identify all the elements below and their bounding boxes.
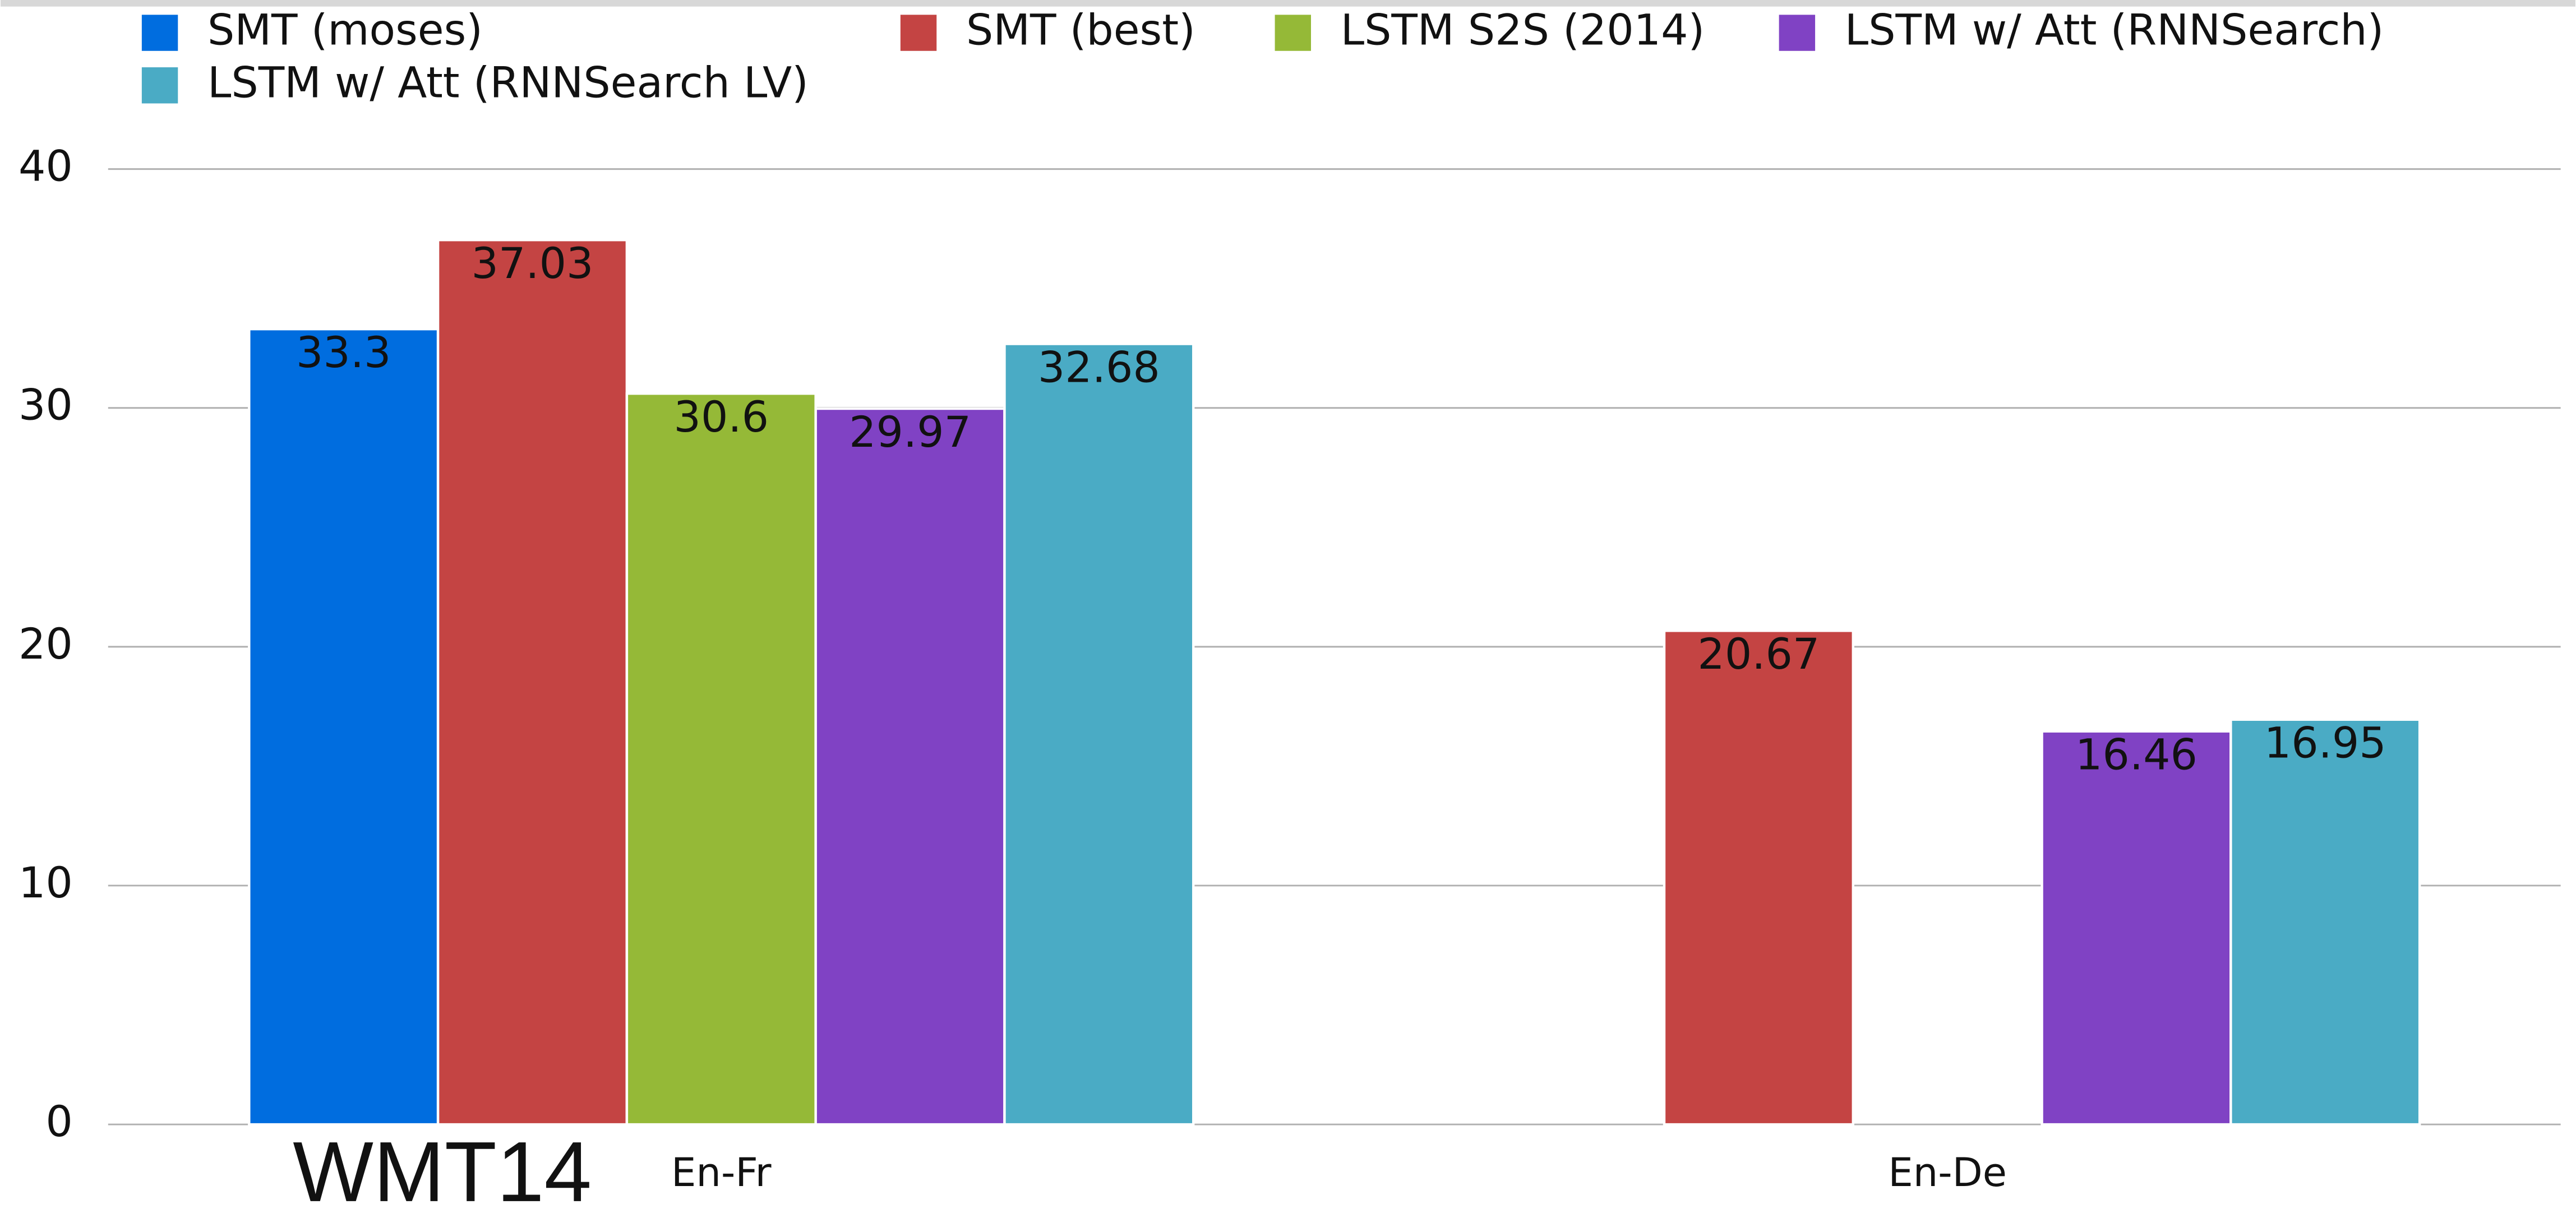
legend-label: LSTM S2S (2014) [1341, 5, 1705, 55]
bar [2229, 718, 2421, 1126]
legend-swatch [141, 15, 178, 51]
value-label: 37.03 [472, 238, 594, 288]
y-tick-label: 40 [19, 141, 73, 191]
value-label: 33.3 [296, 327, 391, 377]
value-label: 29.97 [849, 407, 971, 457]
legend-label: SMT (best) [966, 5, 1195, 55]
x-tick-label: En-De [1888, 1150, 2007, 1196]
value-label: 16.95 [2264, 718, 2386, 768]
legend-label: LSTM w/ Att (RNNSearch LV) [207, 57, 809, 107]
value-label: 16.46 [2075, 730, 2198, 780]
bar [248, 327, 440, 1126]
value-label: 20.67 [1697, 629, 1820, 679]
y-tick-label: 0 [45, 1096, 72, 1146]
bar [1003, 342, 1195, 1126]
y-tick-label: 30 [19, 380, 73, 430]
value-label: 30.6 [674, 392, 769, 442]
annotation: WMT14 [293, 1124, 592, 1218]
legend-swatch [1275, 15, 1311, 51]
bar [2041, 730, 2232, 1126]
x-tick-label: En-Fr [671, 1150, 772, 1196]
legend-swatch [1779, 15, 1816, 51]
bar [814, 407, 1006, 1126]
y-tick-label: 20 [19, 619, 73, 669]
top-edge [1, 0, 2575, 7]
legend-swatch [141, 67, 178, 104]
legend-label: SMT (moses) [207, 5, 483, 55]
legend-swatch [900, 15, 937, 51]
bar [1663, 629, 1854, 1126]
bar [436, 239, 629, 1126]
value-label: 32.68 [1038, 342, 1160, 392]
y-tick-label: 10 [19, 858, 73, 907]
bar [625, 392, 817, 1126]
legend-label: LSTM w/ Att (RNNSearch) [1845, 5, 2384, 55]
